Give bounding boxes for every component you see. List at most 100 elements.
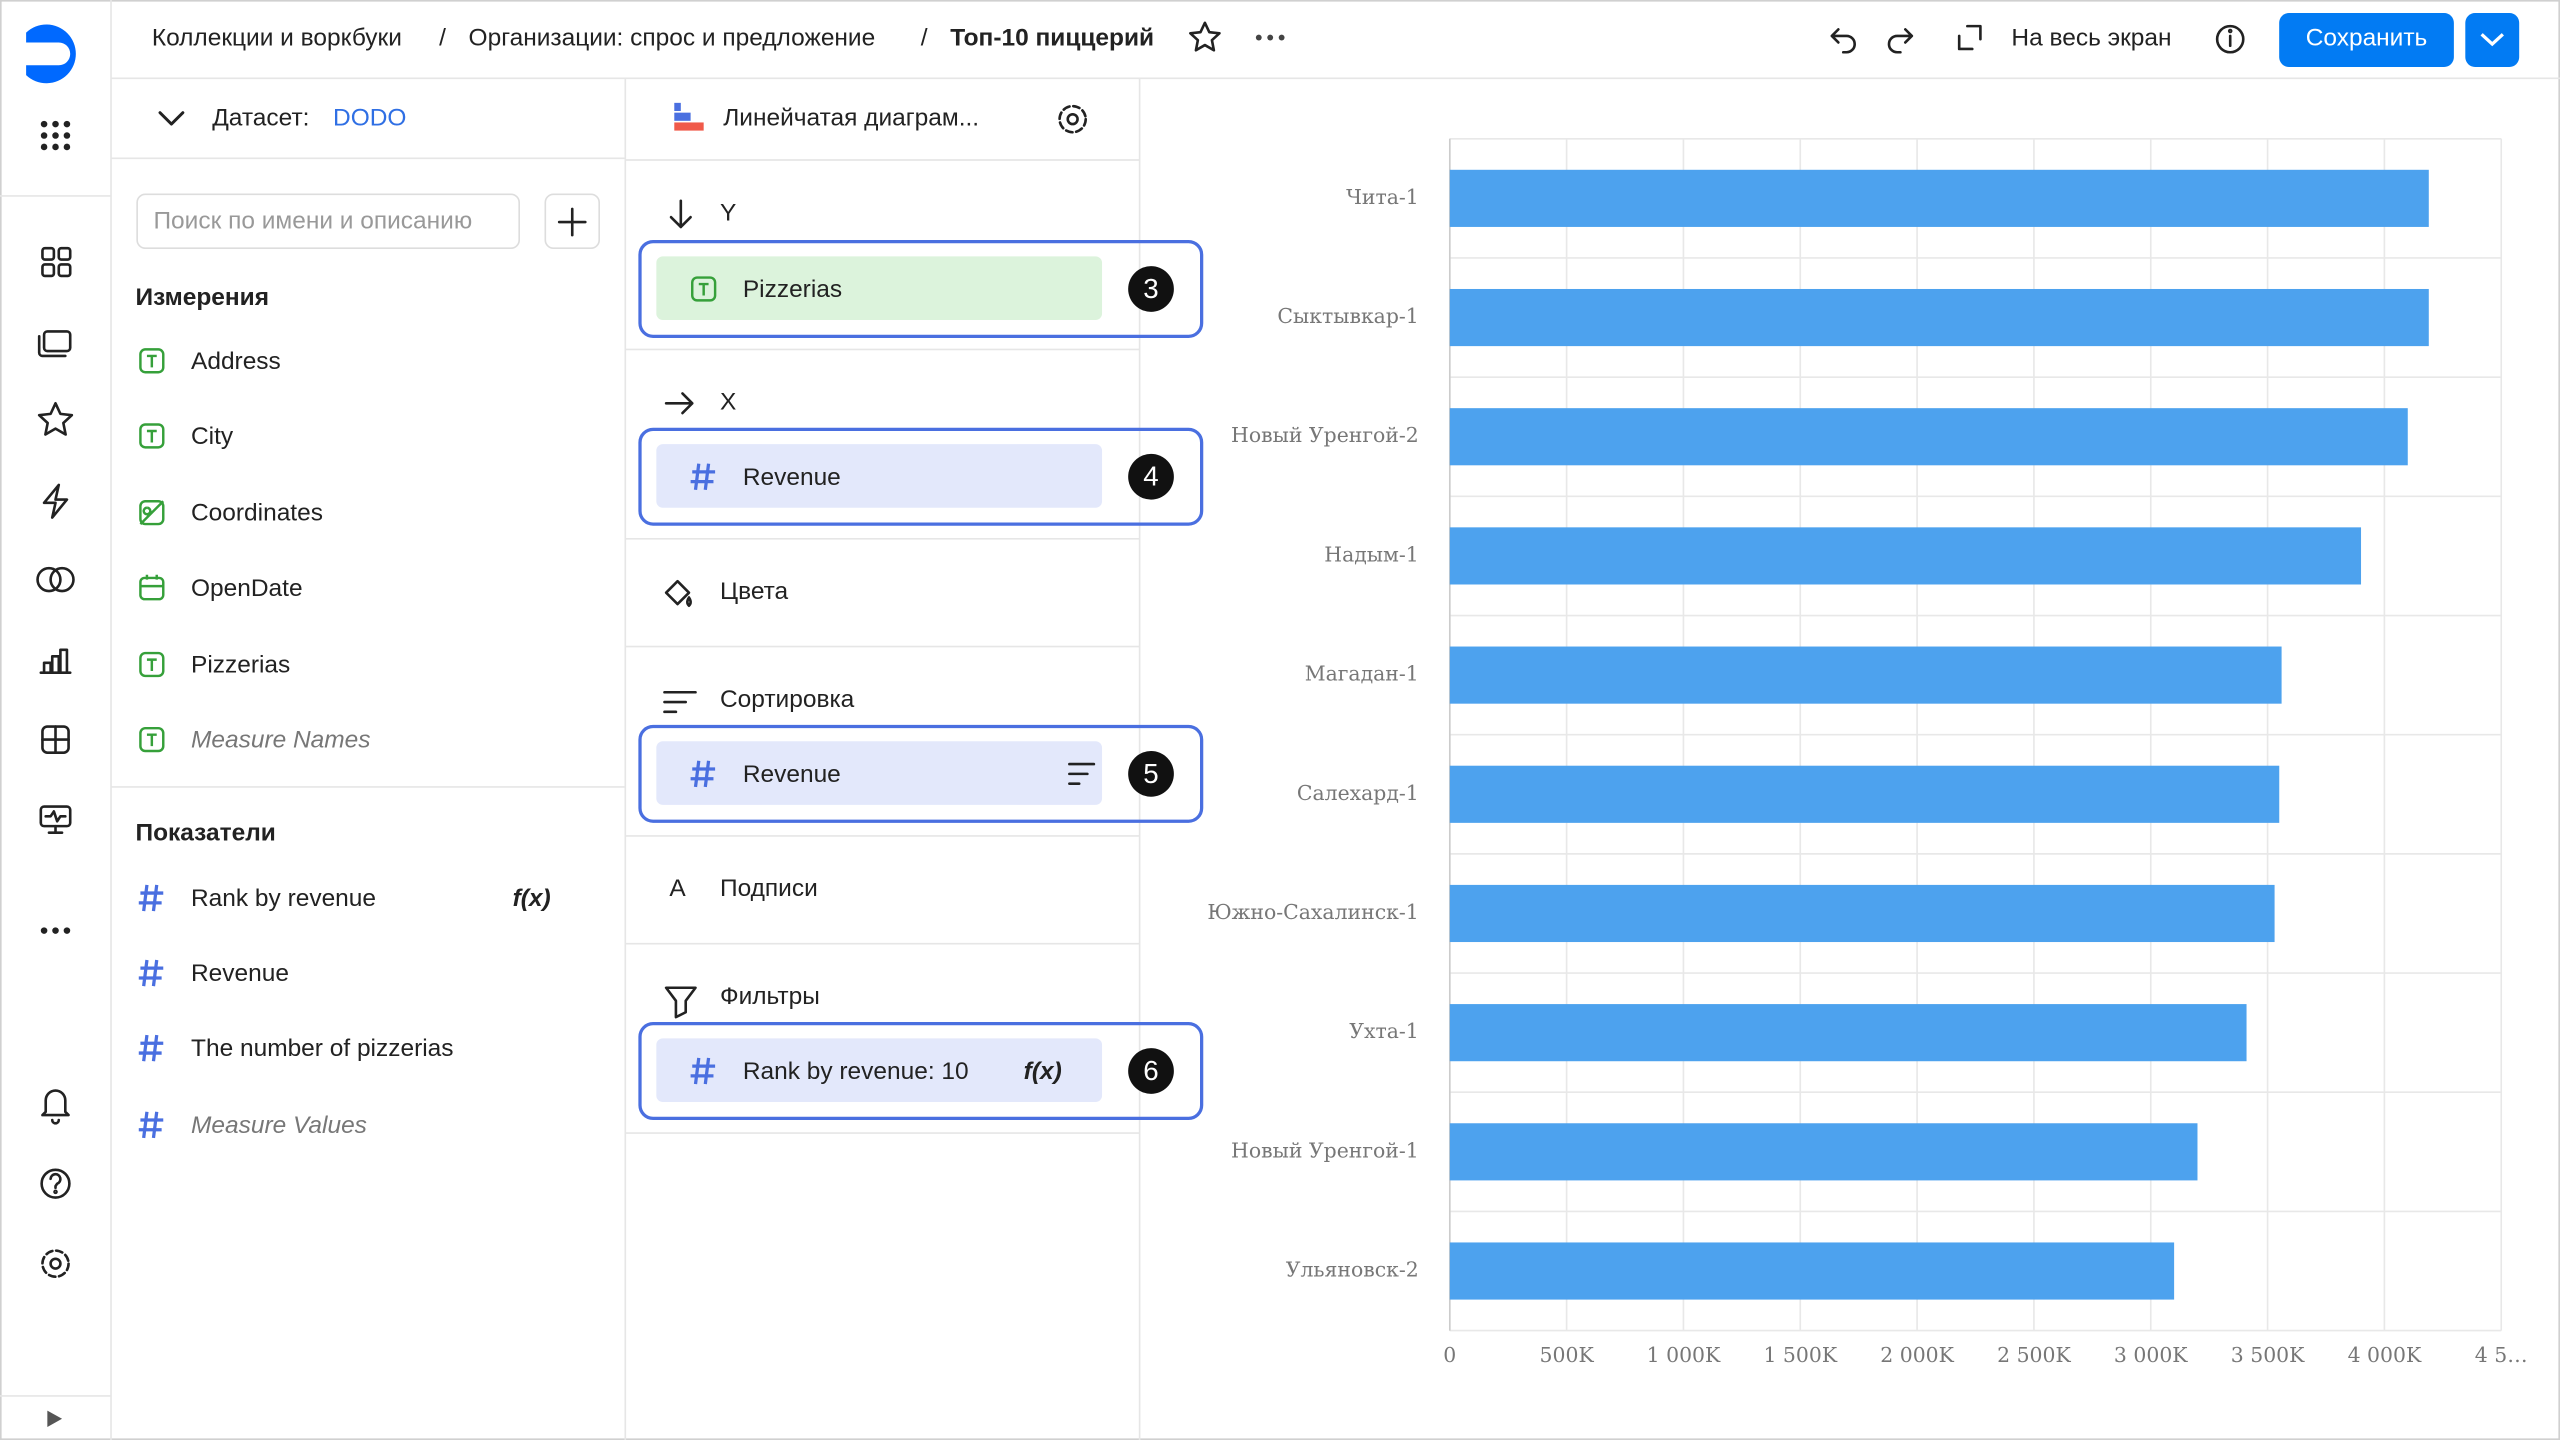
dimension-item[interactable]: Coordinates	[139, 500, 323, 527]
nav-dashboards[interactable]	[41, 725, 70, 754]
apps-icon[interactable]	[63, 143, 71, 151]
chip-label[interactable]: Rank by revenue: 10	[743, 1058, 969, 1085]
apps-icon[interactable]	[40, 120, 48, 128]
nav-workbooks[interactable]	[37, 330, 72, 358]
chart-type-icon[interactable]	[674, 122, 704, 131]
apps-icon[interactable]	[52, 143, 59, 151]
sort-direction-icon[interactable]	[1068, 762, 1096, 785]
nav-collections[interactable]	[41, 246, 56, 261]
dimension-item[interactable]: Measure Names	[139, 727, 371, 754]
chart-settings[interactable]	[1058, 104, 1088, 134]
field-chip[interactable]: Revenue 4	[638, 427, 1204, 526]
chart-type[interactable]: Линейчатая диаграм...	[723, 105, 979, 132]
nav-notifications[interactable]	[41, 1089, 70, 1125]
nav-workbooks[interactable]	[37, 335, 67, 358]
chart-settings[interactable]	[1058, 104, 1088, 134]
dimension-name[interactable]: Measure Names	[191, 727, 371, 754]
dimension-name[interactable]: Coordinates	[191, 500, 323, 527]
dimension-name[interactable]: City	[191, 423, 234, 450]
dimension-item[interactable]: City	[139, 423, 234, 450]
nav-dashboards[interactable]	[41, 725, 70, 754]
apps-icon[interactable]	[40, 132, 48, 139]
more-button[interactable]	[1255, 34, 1262, 41]
measure-item[interactable]: The number of pizzerias	[138, 1034, 454, 1062]
nav-help[interactable]	[40, 1168, 71, 1199]
nav-collections[interactable]	[57, 246, 72, 261]
apps-icon[interactable]	[52, 132, 59, 139]
favorite-button[interactable]	[1189, 21, 1221, 52]
logo[interactable]	[26, 24, 76, 84]
nav-connections[interactable]	[42, 483, 69, 519]
nav-settings[interactable]	[41, 1249, 70, 1279]
chip-label[interactable]: Pizzerias	[743, 276, 842, 303]
nav-datasets[interactable]	[36, 566, 62, 593]
nav-connections[interactable]	[42, 483, 69, 519]
nav-more[interactable]	[52, 927, 59, 934]
nav-collections[interactable]	[41, 246, 72, 278]
chart-type-icon[interactable]	[674, 112, 691, 121]
measure-name[interactable]: Measure Values	[191, 1112, 367, 1139]
favorite-button[interactable]	[1189, 21, 1221, 52]
apps-icon[interactable]	[52, 120, 59, 128]
fullscreen-button[interactable]: На весь экран	[2011, 25, 2171, 52]
chip[interactable]	[656, 741, 1103, 805]
measure-name[interactable]: Revenue	[191, 960, 289, 987]
chart-settings[interactable]	[1066, 112, 1079, 126]
nav-more[interactable]	[63, 927, 71, 934]
nav-expand[interactable]	[47, 1410, 63, 1427]
dimension-item[interactable]: Address	[139, 348, 281, 375]
chip[interactable]	[656, 444, 1103, 508]
nav-favorites[interactable]	[37, 401, 74, 436]
chip[interactable]	[656, 256, 1103, 320]
save-button[interactable]	[2279, 13, 2454, 67]
nav-charts[interactable]	[39, 648, 72, 674]
nav-collections[interactable]	[41, 263, 56, 278]
nav-monitoring[interactable]	[39, 805, 72, 834]
fullscreen-icon[interactable]	[1957, 24, 1982, 51]
field-chip[interactable]: Pizzerias 3	[638, 240, 1204, 338]
info-button[interactable]	[2227, 28, 2233, 34]
measure-name[interactable]: Rank by revenue	[191, 885, 376, 912]
redo-button[interactable]	[1887, 28, 1914, 54]
more-button[interactable]	[1255, 34, 1285, 41]
field-chip[interactable]: Rank by revenue: 10 f(x) 6	[638, 1022, 1204, 1120]
field-chip[interactable]: Revenue 5	[638, 724, 1204, 823]
apps-icon[interactable]	[40, 143, 48, 151]
nav-help[interactable]	[40, 1168, 71, 1199]
add-field-icon[interactable]	[557, 207, 587, 237]
nav-workbooks[interactable]	[42, 330, 72, 353]
search-placeholder[interactable]: Поиск по имени и описанию	[153, 208, 472, 235]
dimension-name[interactable]: Address	[191, 348, 281, 375]
apps-icon[interactable]	[40, 120, 71, 151]
search-input[interactable]	[136, 193, 520, 249]
nav-collections[interactable]	[57, 263, 72, 278]
save-menu-arrow[interactable]	[2480, 33, 2504, 47]
breadcrumb[interactable]: Организации: спрос и предложение	[469, 25, 876, 52]
nav-settings[interactable]	[41, 1249, 70, 1279]
info-button[interactable]	[2215, 24, 2245, 54]
dataset-collapse[interactable]	[158, 111, 185, 126]
chip-label[interactable]: Revenue	[743, 761, 841, 788]
dimension-name[interactable]: OpenDate	[191, 575, 303, 602]
save-button-label[interactable]: Сохранить	[2306, 25, 2428, 52]
undo-button[interactable]	[1830, 28, 1856, 54]
nav-charts[interactable]	[39, 648, 72, 674]
breadcrumb[interactable]: Коллекции и воркбуки	[152, 25, 402, 52]
measure-name[interactable]: The number of pizzerias	[191, 1035, 453, 1062]
nav-help[interactable]	[53, 1189, 58, 1195]
chip[interactable]	[656, 1038, 1103, 1103]
measure-item[interactable]: Rank by revenue f(x)	[138, 884, 551, 912]
dimension-name[interactable]: Pizzerias	[191, 652, 290, 679]
nav-expand[interactable]	[47, 1410, 63, 1427]
apps-icon[interactable]	[63, 120, 71, 128]
save-menu-button[interactable]	[2465, 13, 2520, 67]
nav-help[interactable]	[49, 1172, 62, 1190]
apps-icon[interactable]	[63, 132, 71, 139]
more-button[interactable]	[1267, 34, 1274, 41]
measure-item[interactable]: Measure Values	[138, 1111, 367, 1139]
nav-notifications[interactable]	[41, 1089, 70, 1125]
nav-settings[interactable]	[49, 1257, 62, 1270]
redo-button[interactable]	[1887, 28, 1914, 54]
chart-type-icon[interactable]	[674, 102, 681, 112]
nav-monitoring[interactable]	[44, 810, 67, 834]
